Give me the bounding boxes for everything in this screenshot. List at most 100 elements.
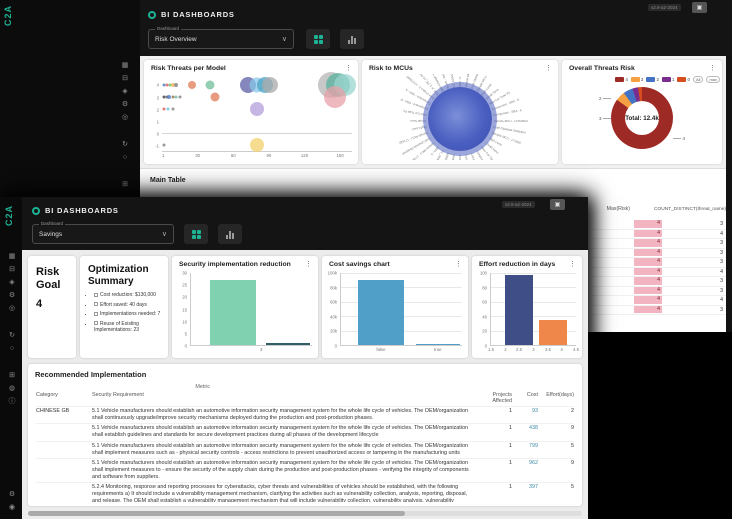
sidebar-icon[interactable]: ▦ (121, 62, 129, 69)
dashboard-selector[interactable]: Dashboard Savings ∨ (32, 221, 174, 244)
sidebar-icon[interactable]: ◎ (121, 114, 129, 121)
legend-item[interactable]: 3 (630, 77, 643, 82)
windows-overlap-button[interactable]: ▣ (550, 199, 565, 210)
table-row: 5.1 Vehicle manufacturers should establi… (36, 457, 574, 482)
data-bubble (250, 102, 264, 117)
kebab-menu-icon[interactable]: ⋮ (569, 260, 576, 268)
sidebar-icon[interactable]: ⚙ (8, 292, 16, 299)
version-badge: v2.8-a2-2024 (502, 201, 535, 208)
plot-area: false true (340, 273, 462, 352)
data-bubble (170, 83, 175, 88)
data-bubble (165, 83, 169, 87)
requirement-cell: 5.1 Vehicle manufacturers should establi… (92, 408, 468, 422)
legend-item[interactable]: 0 (677, 77, 690, 82)
sidebar-icon[interactable]: ↻ (122, 141, 128, 148)
dashboard-grid-button[interactable] (184, 224, 208, 244)
x-tick-label: 2.5 (516, 347, 523, 352)
max-risk-bar: 4 (634, 220, 662, 228)
max-risk-bar: 4 (634, 248, 662, 256)
x-tick-label: false (376, 347, 386, 352)
cost-savings-chart: 100k 80k 60k 40k 20k 0 false true (326, 271, 462, 352)
back-header: BI DASHBOARDS Dashboard Risk Overview ∨ … (140, 0, 732, 56)
sidebar-icon[interactable]: ○ (122, 154, 128, 161)
sidebar-icon[interactable]: ⊟ (122, 75, 128, 82)
kebab-menu-icon[interactable]: ⋮ (545, 64, 552, 72)
sidebar-icon[interactable]: ◎ (8, 305, 16, 312)
dashboard-selector[interactable]: Dashboard Risk Overview ∨ (148, 26, 294, 49)
sidebar-icon[interactable]: ◉ (8, 504, 16, 511)
max-risk-cell: 4 (634, 277, 662, 286)
chart-title: Risk Threats per Model (151, 65, 226, 72)
chart-button[interactable] (218, 224, 242, 244)
y-tick-label: 80k (330, 285, 337, 291)
front-icon-rail: ▦ ⊟ ◈ ⚙ ◎ ↻ ○ ⊞ ◍ ⓘ (6, 253, 18, 405)
chart-button[interactable] (340, 29, 364, 49)
sidebar-icon[interactable]: ↻ (9, 332, 15, 339)
max-risk-cell: 4 (634, 248, 662, 258)
y-tick-label: 40k (330, 314, 337, 320)
x-tick-label: 4 (560, 347, 563, 352)
count-cell: 3 (720, 259, 723, 265)
y-tick-label: -1 (155, 143, 159, 149)
data-bubble (167, 95, 172, 100)
grid-icon (191, 229, 201, 239)
sidebar-icon[interactable]: ⊞ (9, 372, 15, 379)
max-risk-bar: 4 (634, 277, 662, 285)
kebab-menu-icon[interactable]: ⋮ (305, 260, 312, 268)
summary-item-icon (94, 321, 98, 326)
y-tick-label: 25 (182, 282, 187, 288)
front-header: BI DASHBOARDS Dashboard Savings ∨ v2.8-a… (22, 197, 588, 250)
sidebar-icon[interactable]: ⚙ (121, 101, 129, 108)
table-row: 5.2.4 Monitoring, response and reporting… (36, 482, 574, 502)
cost-value[interactable]: 962 (529, 459, 538, 466)
sidebar-icon[interactable]: ◈ (122, 88, 128, 95)
table-column-headers: Category Security Requirement Projects Aff… (36, 390, 574, 406)
sidebar-icon[interactable]: ⊟ (9, 266, 15, 273)
sidebar-icon[interactable]: ○ (9, 345, 15, 352)
chart-card-risk-threats: Risk Threats per Model ⋮ 4 3 2 1 0 -1 1 30 60 90 1… (144, 60, 358, 164)
scrollbar-thumb[interactable] (28, 511, 405, 516)
legend-button[interactable]: All (692, 76, 704, 83)
column-header: Security Requirement (92, 392, 144, 398)
horizontal-scrollbar[interactable] (28, 511, 582, 516)
dashboard-grid-button[interactable] (306, 29, 330, 49)
kebab-menu-icon[interactable]: ⋮ (455, 260, 462, 268)
sidebar-icon[interactable]: ⚙ (8, 491, 16, 498)
data-bubble (162, 95, 166, 99)
chart-title: Risk to MCUs (369, 65, 413, 72)
sidebar-icon[interactable]: ⊞ (122, 181, 128, 188)
windows-overlap-button[interactable]: ▣ (692, 2, 707, 13)
chart-title: Effort reduction in days (479, 261, 556, 268)
chart-card-security-reduction: Security implementation reduction ⋮ 30 25… (172, 256, 318, 358)
data-bubble (168, 83, 172, 87)
projects-cell: 1 (509, 408, 512, 414)
sidebar-icon[interactable]: ◍ (8, 385, 16, 392)
cost-value[interactable]: 93 (532, 408, 538, 414)
column-header: Cost (526, 392, 538, 398)
sidebar-icon[interactable]: ▦ (8, 253, 16, 260)
donut-legend: 4 3 2 1 0 All max (615, 76, 720, 83)
cost-cell: 93 (512, 408, 538, 422)
legend-item[interactable]: 1 (661, 77, 674, 82)
legend-button[interactable]: max (706, 76, 720, 83)
donut-total-label: Total: 12.4k (625, 114, 659, 122)
legend-item[interactable]: 2 (646, 77, 659, 82)
callout-line (673, 137, 682, 139)
x-tick-label: 3.5 (544, 347, 551, 352)
bar-chart-icon (226, 230, 234, 239)
cost-value[interactable]: 438 (529, 425, 538, 432)
cost-value[interactable]: 397 (529, 484, 538, 491)
data-bubble (174, 95, 178, 99)
kebab-menu-icon[interactable]: ⋮ (345, 64, 352, 72)
sidebar-icon[interactable]: ◈ (9, 279, 15, 286)
sidebar-icon[interactable]: ⓘ (8, 398, 16, 405)
max-risk-bar: 4 (634, 258, 662, 266)
legend-item[interactable]: 4 (615, 77, 628, 82)
column-header: Projects Affected (492, 392, 512, 404)
count-cell: 4 (720, 268, 723, 275)
kebab-menu-icon[interactable]: ⋮ (709, 64, 716, 72)
cost-value[interactable]: 799 (529, 442, 538, 449)
risk-goal-card: Risk Goal 4 (28, 256, 76, 358)
projects-cell: 1 (509, 459, 512, 466)
data-bubble (187, 81, 196, 90)
